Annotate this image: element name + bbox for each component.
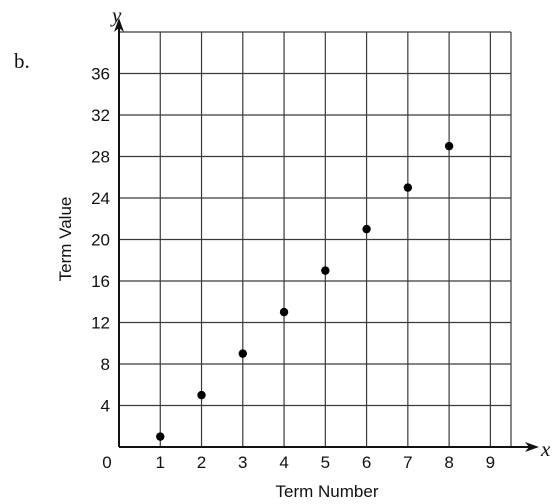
y-tick-label: 16 <box>91 272 110 291</box>
data-point <box>362 224 371 234</box>
data-point <box>238 349 247 358</box>
x-tick-label: 3 <box>238 453 247 472</box>
data-point <box>321 266 330 275</box>
x-tick-label: 1 <box>156 453 165 472</box>
y-tick-label: 24 <box>91 189 110 208</box>
x-tick-label: 9 <box>486 453 495 472</box>
axes <box>114 18 539 452</box>
data-point <box>197 390 206 400</box>
part-label: b. <box>14 49 30 73</box>
x-axis-title: Term Number <box>276 482 379 501</box>
x-tick-label: 6 <box>362 453 371 472</box>
y-tick-label: 36 <box>91 65 110 84</box>
y-axis-variable: y <box>110 3 122 27</box>
x-axis-variable: x <box>540 437 551 461</box>
x-tick-label: 7 <box>403 453 412 472</box>
x-tick-label: 8 <box>444 453 453 472</box>
origin-label: 0 <box>102 453 111 472</box>
y-tick-label: 20 <box>91 231 110 250</box>
y-tick-label: 12 <box>91 314 110 333</box>
y-axis-title: Term Value <box>56 197 75 282</box>
y-tick-label: 28 <box>91 148 110 167</box>
grid <box>119 31 512 447</box>
x-tick-label: 5 <box>321 453 330 472</box>
y-tick-label: 32 <box>91 106 110 125</box>
data-points <box>156 141 454 441</box>
y-tick-label: 4 <box>101 397 110 416</box>
data-point <box>444 141 454 151</box>
data-point <box>403 183 413 192</box>
x-tick-label: 4 <box>279 453 288 472</box>
y-axis-arrowhead <box>114 18 124 32</box>
x-tick-label: 2 <box>197 453 206 472</box>
data-point <box>156 432 165 441</box>
x-axis-arrowhead <box>525 442 539 452</box>
y-tick-label: 8 <box>101 355 110 374</box>
data-point <box>279 307 289 317</box>
